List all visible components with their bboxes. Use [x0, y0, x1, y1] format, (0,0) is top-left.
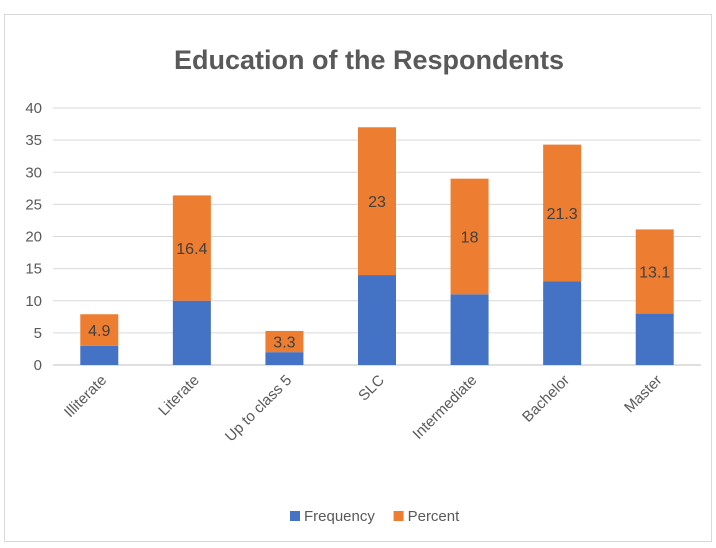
data-label-percent-7: 13.1 — [639, 265, 670, 282]
x-tick-label: Up to class 5 — [222, 372, 295, 445]
bar-percent-7 — [635, 229, 674, 314]
bar-frequency-4 — [358, 275, 396, 365]
bar-frequency-1 — [80, 345, 119, 365]
x-tick-label: Illiterate — [61, 372, 110, 421]
bar-percent-1 — [80, 314, 119, 346]
bar-frequency-2 — [172, 300, 211, 365]
legend-swatch-percent — [393, 511, 404, 521]
x-tick-label: SLC — [355, 372, 388, 405]
legend-label-frequency: Frequency — [304, 508, 375, 525]
bar-frequency-6 — [543, 281, 582, 365]
bar-percent-5 — [450, 178, 489, 295]
data-label-percent-2: 16.4 — [176, 241, 207, 258]
legend: Frequency Percent — [290, 508, 460, 525]
y-tick-label: 0 — [34, 357, 42, 374]
bar-percent-3 — [265, 330, 304, 353]
y-tick-label: 35 — [25, 132, 42, 149]
x-tick-label: Master — [621, 372, 665, 416]
y-tick-label: 30 — [25, 164, 42, 181]
data-label-percent-6: 21.3 — [547, 206, 578, 223]
chart-frame: Education of the Respondents 0 5 10 15 20 25 3… — [4, 14, 712, 542]
bar-percent-4 — [358, 127, 396, 276]
bar-frequency-5 — [450, 294, 489, 365]
chart-svg: Education of the Respondents 0 5 10 15 20 25 3… — [25, 45, 701, 525]
data-label-percent-5: 18 — [461, 230, 479, 247]
bar-frequency-7 — [635, 313, 674, 365]
data-label-percent-3: 3.3 — [273, 335, 295, 352]
chart-title: Education of the Respondents — [174, 45, 564, 75]
bar-frequency-3 — [265, 352, 304, 365]
y-tick-label: 40 — [25, 100, 42, 117]
x-tick-label: Literate — [155, 372, 202, 419]
data-label-percent-4: 23 — [368, 194, 386, 211]
legend-swatch-frequency — [290, 511, 300, 521]
y-tick-label: 15 — [25, 261, 42, 278]
x-tick-label: Intermediate — [409, 372, 480, 443]
data-label-percent-1: 4.9 — [88, 323, 110, 340]
legend-label-percent: Percent — [408, 508, 461, 525]
y-axis: 0 5 10 15 20 25 30 35 40 — [25, 100, 42, 374]
bars: 4.9 16.4 3.3 23 18 21.3 13.1 — [80, 127, 674, 365]
x-axis: Illiterate Literate Up to class 5 SLC Interm… — [61, 372, 666, 445]
bar-percent-6 — [543, 144, 582, 282]
y-tick-label: 25 — [25, 196, 42, 213]
bar-percent-2 — [172, 195, 211, 301]
y-tick-label: 5 — [34, 325, 42, 342]
x-tick-label: Bachelor — [519, 372, 573, 426]
y-tick-label: 10 — [25, 293, 42, 310]
y-tick-label: 20 — [25, 229, 42, 246]
